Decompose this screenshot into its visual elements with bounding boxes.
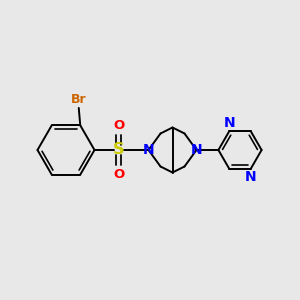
Text: N: N — [191, 143, 202, 157]
Text: S: S — [113, 142, 124, 158]
Text: Br: Br — [71, 93, 87, 106]
Text: O: O — [113, 119, 124, 132]
Text: N: N — [224, 116, 235, 130]
Text: O: O — [113, 168, 124, 181]
Text: N: N — [245, 170, 256, 184]
Text: N: N — [143, 143, 154, 157]
